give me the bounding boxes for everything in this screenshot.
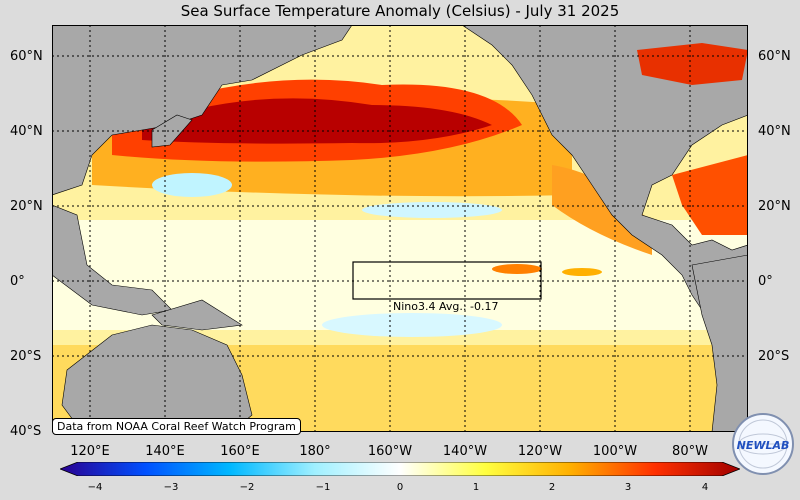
- colorbar: [60, 462, 740, 476]
- colorbar-tick-m3: −3: [163, 482, 179, 493]
- lat-label-60n: 60°N: [10, 49, 43, 64]
- nino34-label: Nino3.4 Avg.: -0.17: [393, 300, 499, 313]
- lat-label-20n: 20°N: [10, 199, 43, 214]
- graticule: [52, 25, 748, 432]
- sst-anomaly-map: [52, 25, 748, 432]
- colorbar-tick-m4: −4: [87, 482, 103, 493]
- hot-core-dark: [142, 98, 492, 144]
- lon-label-140w: 140°W: [442, 444, 488, 459]
- colorbar-tick-2: 2: [548, 482, 556, 493]
- lat-label-right-40n: 40°N: [758, 124, 791, 139]
- lat-label-right-0: 0°: [758, 274, 773, 289]
- equatorial-warm-tongue: [492, 264, 542, 274]
- colorbar-tick-m1: −1: [315, 482, 331, 493]
- colorbar-body: [60, 462, 740, 476]
- lon-label-140e: 140°E: [145, 444, 185, 459]
- land-north-america: [461, 25, 748, 432]
- lat-label-0: 0°: [10, 274, 25, 289]
- logo-text: NEWLAB: [737, 439, 790, 452]
- lat-label-20s: 20°S: [10, 349, 42, 364]
- lon-label-160e: 160°E: [220, 444, 260, 459]
- lon-label-100w: 100°W: [592, 444, 638, 459]
- colorbar-tick-0: 0: [396, 482, 404, 493]
- colorbar-tick-4: 4: [701, 482, 709, 493]
- warm-east-pacific: [552, 165, 652, 255]
- warm-gulf-caribbean: [672, 155, 748, 235]
- colorbar-tick-3: 3: [624, 482, 632, 493]
- colorbar-tick-m2: −2: [239, 482, 255, 493]
- nino34-box: [352, 261, 542, 300]
- lon-label-120e: 120°E: [70, 444, 110, 459]
- data-credit: Data from NOAA Coral Reef Watch Program: [52, 418, 301, 435]
- map-title: Sea Surface Temperature Anomaly (Celsius…: [180, 2, 620, 20]
- lat-label-right-60n: 60°N: [758, 49, 791, 64]
- newlab-logo[interactable]: NEWLAB: [731, 412, 795, 476]
- lat-label-right-20s: 20°S: [758, 349, 790, 364]
- cool-patch-mid: [362, 202, 502, 218]
- colorbar-tick-1: 1: [472, 482, 480, 493]
- lon-label-180: 180°: [299, 444, 331, 459]
- warm-hudson-bay: [637, 43, 748, 85]
- land-south-america: [691, 254, 748, 432]
- equatorial-warm-tongue-2: [562, 268, 602, 276]
- lat-label-right-20n: 20°N: [758, 199, 791, 214]
- lon-label-160w: 160°W: [367, 444, 413, 459]
- cool-patch-south: [322, 313, 502, 337]
- map-border: [52, 25, 748, 432]
- lon-label-80w: 80°W: [672, 444, 708, 459]
- lat-label-40s: 40°S: [10, 424, 42, 439]
- lon-label-120w: 120°W: [517, 444, 563, 459]
- land-maritime-se-asia: [52, 204, 173, 316]
- cool-patch-west: [152, 173, 232, 197]
- lat-label-40n: 40°N: [10, 124, 43, 139]
- land-new-guinea: [151, 299, 243, 331]
